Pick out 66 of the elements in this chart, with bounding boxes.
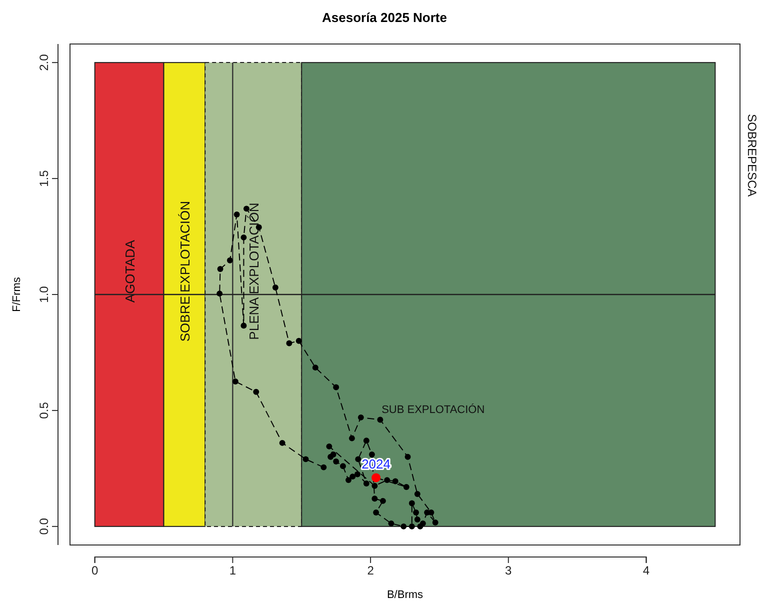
band-label: AGOTADA (122, 240, 138, 303)
point (354, 471, 360, 478)
point (400, 523, 407, 530)
text: SOBREPESCA (745, 114, 759, 197)
point (302, 456, 309, 462)
point (413, 510, 420, 516)
point (232, 378, 238, 384)
point (363, 480, 370, 487)
point (384, 477, 390, 484)
annotation: SUB EXPLOTACIÓN (382, 402, 485, 416)
point (368, 452, 375, 458)
point (408, 523, 415, 530)
point (333, 384, 340, 390)
point (404, 454, 411, 460)
point (345, 477, 352, 484)
point (388, 520, 394, 526)
point (432, 520, 438, 526)
point (350, 474, 356, 480)
x-tick-label: 4 (642, 564, 650, 578)
point (408, 500, 415, 506)
chart-title: Asesoría 2025 Norte (322, 10, 448, 25)
point (272, 284, 278, 291)
point (355, 456, 362, 462)
x-tick-label: 1 (229, 564, 236, 578)
point (253, 388, 260, 395)
point (330, 452, 336, 458)
point (414, 516, 420, 522)
point (414, 490, 420, 497)
y-tick-label: 2.0 (37, 54, 51, 71)
point (217, 266, 224, 272)
point (380, 498, 386, 504)
point (240, 234, 247, 240)
point (373, 510, 380, 516)
point (340, 463, 346, 470)
point (279, 440, 286, 446)
point (234, 212, 240, 218)
point (320, 464, 327, 470)
y-tick-label: 1.5 (37, 170, 51, 187)
x-tick-label: 2 (367, 564, 374, 578)
point (363, 438, 370, 444)
point (286, 340, 292, 346)
point (372, 496, 378, 502)
point (392, 478, 398, 484)
y-tick-label: 0.5 (37, 402, 51, 419)
band-label: PLENA EXPLOTACIÓN (246, 202, 262, 340)
point (403, 484, 410, 490)
point (216, 290, 223, 297)
band-label: SOBRE EXPLOTACIÓN (177, 200, 192, 342)
point (312, 364, 318, 371)
point (377, 416, 384, 423)
point (226, 257, 233, 264)
y-tick-label: 0.0 (37, 518, 51, 535)
x-tick-label: 3 (505, 564, 512, 578)
y-axis-title: F/Frms (11, 276, 23, 312)
point (333, 458, 340, 464)
annotation: 2024 (362, 456, 391, 472)
x-tick-label: 0 (91, 564, 98, 578)
point (348, 435, 355, 442)
x-axis-title: B/Brms (386, 589, 424, 601)
point (358, 414, 364, 420)
point (326, 443, 332, 450)
point (372, 482, 378, 489)
point (296, 338, 302, 344)
point (417, 523, 424, 530)
y-tick-label: 1.0 (37, 286, 51, 303)
point (240, 322, 247, 329)
